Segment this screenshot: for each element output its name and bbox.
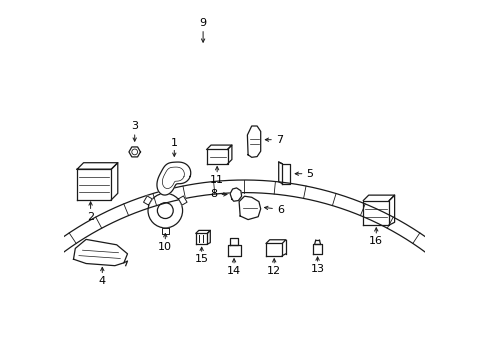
Polygon shape	[129, 147, 140, 157]
Text: 13: 13	[310, 264, 324, 274]
Polygon shape	[162, 228, 168, 234]
Text: 12: 12	[266, 266, 281, 276]
Text: 10: 10	[158, 242, 172, 252]
Text: 5: 5	[306, 169, 313, 179]
Polygon shape	[73, 239, 127, 266]
Text: 2: 2	[87, 212, 94, 222]
Polygon shape	[143, 196, 152, 205]
Text: 8: 8	[210, 189, 217, 199]
Polygon shape	[239, 196, 260, 220]
Text: 6: 6	[276, 204, 284, 215]
Text: 9: 9	[199, 18, 206, 28]
Text: 11: 11	[210, 175, 224, 185]
Polygon shape	[157, 162, 190, 195]
Text: 1: 1	[170, 138, 178, 148]
Text: 14: 14	[226, 266, 241, 276]
Polygon shape	[230, 188, 241, 201]
Polygon shape	[178, 196, 187, 205]
Text: 4: 4	[99, 276, 105, 286]
Text: 16: 16	[368, 236, 383, 246]
Polygon shape	[247, 126, 260, 157]
Text: 3: 3	[131, 121, 138, 131]
Text: 7: 7	[275, 135, 283, 145]
Text: 15: 15	[194, 254, 208, 264]
